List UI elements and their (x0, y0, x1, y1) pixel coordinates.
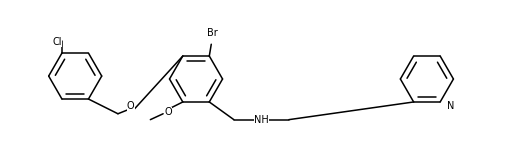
Text: Br: Br (207, 28, 217, 38)
Text: O: O (164, 107, 172, 117)
Text: N: N (447, 101, 455, 111)
Text: Cl: Cl (52, 37, 62, 47)
Text: NH: NH (254, 115, 269, 125)
Text: O: O (127, 101, 135, 111)
